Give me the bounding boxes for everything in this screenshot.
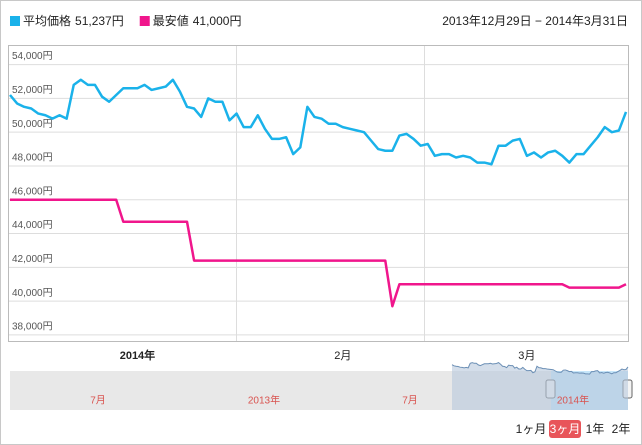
- y-tick-label: 38,000円: [12, 322, 53, 333]
- y-tick-label: 48,000円: [12, 153, 53, 164]
- range-button[interactable]: [609, 420, 633, 438]
- legend-value: 41,000円: [193, 14, 242, 28]
- range-button-label[interactable]: 2年: [612, 422, 631, 436]
- range-button[interactable]: [583, 420, 607, 438]
- navigator-label: 7月: [402, 395, 418, 407]
- series-line: [9, 78, 628, 166]
- y-tick-label: 50,000円: [12, 119, 53, 130]
- x-tick-label: 2014年: [120, 348, 155, 362]
- range-button-label[interactable]: 1年: [586, 422, 605, 436]
- y-tick-label: 54,000円: [12, 51, 53, 62]
- date-range: 2013年12月29日 − 2014年3月31日: [442, 14, 628, 28]
- series-line: [10, 198, 627, 308]
- y-tick-label: 46,000円: [12, 186, 53, 197]
- x-tick-label: 2月: [334, 350, 351, 362]
- legend-label[interactable]: 平均価格: [23, 13, 71, 28]
- range-button[interactable]: [515, 420, 547, 438]
- range-button-label[interactable]: 3ヶ月: [550, 422, 581, 436]
- legend-label[interactable]: 最安値: [153, 13, 189, 28]
- x-tick-label: 3月: [518, 350, 535, 362]
- range-button-label[interactable]: 1ヶ月: [516, 422, 547, 436]
- navigator-label: 7月: [90, 395, 106, 407]
- y-tick-label: 40,000円: [12, 288, 53, 299]
- y-tick-label: 52,000円: [12, 85, 53, 96]
- plot-area: [8, 45, 629, 342]
- y-tick-label: 44,000円: [12, 220, 53, 231]
- y-tick-label: 42,000円: [12, 254, 53, 265]
- navigator-label: 2013年: [248, 394, 280, 407]
- legend-swatch: [139, 16, 150, 26]
- legend-swatch: [10, 16, 20, 26]
- navigator-line: [451, 362, 629, 375]
- range-button[interactable]: [549, 420, 581, 438]
- legend-value: 51,237円: [75, 14, 124, 28]
- navigator-area: [452, 362, 628, 410]
- navigator-label: 2014年: [557, 394, 589, 407]
